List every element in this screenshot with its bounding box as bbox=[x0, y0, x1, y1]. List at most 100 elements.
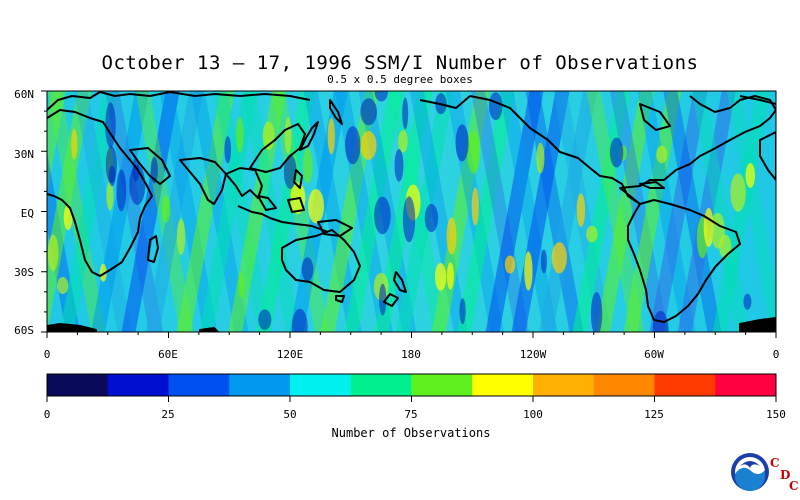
lon-label-0: 0 bbox=[43, 348, 51, 361]
observation-hotspot bbox=[434, 262, 447, 291]
observation-lowspot bbox=[459, 298, 466, 325]
colorbar-segment bbox=[411, 374, 473, 396]
observation-lowspot bbox=[301, 257, 314, 282]
colorbar-label: Number of Observations bbox=[331, 426, 491, 440]
cdc-letter-c1: C bbox=[770, 456, 780, 470]
observation-lowspot bbox=[590, 292, 603, 332]
observation-swath bbox=[145, 91, 204, 332]
observation-hotspot bbox=[586, 225, 598, 243]
observation-hotspot bbox=[446, 217, 457, 255]
lat-label-eq: EQ bbox=[20, 207, 34, 220]
lon-label-120e: 120E bbox=[276, 348, 304, 361]
observation-lowspot bbox=[108, 165, 116, 187]
observation-swath bbox=[637, 91, 696, 332]
observation-lowspot bbox=[345, 126, 361, 165]
axis-ticks bbox=[41, 90, 777, 338]
map-subtitle: 0.5 x 0.5 degree boxes bbox=[327, 73, 473, 86]
observation-swath bbox=[623, 91, 682, 332]
observation-lowspot bbox=[652, 310, 669, 332]
observation-swath bbox=[303, 91, 362, 332]
observation-swath bbox=[539, 91, 598, 332]
observation-hotspot bbox=[536, 142, 545, 174]
coastlines bbox=[47, 91, 776, 332]
observation-swath bbox=[121, 91, 180, 332]
colorbar-segment bbox=[47, 374, 109, 396]
observation-swath bbox=[256, 91, 315, 332]
colorbar-tick-50: 50 bbox=[283, 408, 297, 421]
observation-hotspot bbox=[576, 193, 586, 228]
observation-swath bbox=[457, 91, 516, 332]
observation-hotspot bbox=[236, 117, 244, 153]
observation-swath bbox=[471, 91, 530, 332]
colorbar-tick-0: 0 bbox=[43, 408, 51, 421]
observation-hotspot bbox=[656, 145, 668, 164]
colorbar-segment bbox=[290, 374, 352, 396]
observation-lowspot bbox=[424, 203, 439, 233]
observation-hotspot bbox=[284, 117, 292, 154]
colorbar bbox=[47, 374, 777, 396]
lon-label-120w: 120W bbox=[519, 348, 547, 361]
observation-swath bbox=[586, 91, 645, 332]
colorbar-tick-25: 25 bbox=[161, 408, 175, 421]
observation-swath bbox=[228, 91, 287, 332]
colorbar-segment bbox=[472, 374, 534, 396]
observation-hotspot bbox=[47, 234, 59, 272]
observation-swath bbox=[47, 91, 66, 195]
colorbar-segment bbox=[593, 374, 655, 396]
observation-hotspot bbox=[99, 263, 107, 282]
cdc-letter-c2: C bbox=[789, 479, 799, 493]
colorbar-tick-150: 150 bbox=[766, 408, 786, 421]
observation-swath bbox=[199, 91, 258, 332]
observation-swath bbox=[595, 91, 654, 332]
observation-hotspot bbox=[57, 276, 69, 294]
lat-label-60s: 60S bbox=[14, 324, 34, 337]
lon-label-180: 180 bbox=[401, 348, 421, 361]
observation-hotspot bbox=[161, 195, 171, 223]
colorbar-tick-100: 100 bbox=[523, 408, 543, 421]
noaa-logo bbox=[731, 453, 769, 491]
observation-lowspot bbox=[540, 249, 547, 274]
observation-swath bbox=[176, 91, 235, 332]
observation-lowspot bbox=[291, 308, 308, 332]
observation-hotspot bbox=[471, 187, 479, 226]
cdc-letter-d: D bbox=[780, 468, 791, 482]
observation-hotspot bbox=[504, 255, 516, 274]
observation-hotspot bbox=[302, 148, 313, 184]
observation-hotspot bbox=[398, 130, 408, 153]
observation-lowspot bbox=[402, 97, 409, 130]
observation-lowspot bbox=[224, 136, 232, 164]
observation-swath bbox=[242, 91, 301, 332]
observation-hotspot bbox=[524, 251, 533, 291]
lon-label-60w: 60W bbox=[644, 348, 664, 361]
observation-swath bbox=[105, 91, 164, 332]
observation-swath bbox=[159, 91, 218, 332]
colorbar-segment bbox=[107, 374, 169, 396]
observation-swath bbox=[712, 91, 771, 332]
map-title: October 13 – 17, 1996 SSM/I Number of Ob… bbox=[101, 52, 699, 74]
colorbar-tick-125: 125 bbox=[644, 408, 664, 421]
observation-lowspot bbox=[455, 124, 469, 162]
observation-lowspot bbox=[379, 283, 387, 316]
observation-hotspot bbox=[446, 262, 454, 290]
observation-hotspot bbox=[745, 162, 756, 188]
observation-swath bbox=[726, 91, 776, 332]
colorbar-segment bbox=[350, 374, 412, 396]
observation-swath bbox=[395, 91, 454, 332]
observation-lowspot bbox=[116, 169, 127, 212]
observation-lowspot bbox=[743, 293, 752, 310]
observation-lowspot bbox=[258, 309, 272, 330]
observation-lowspot bbox=[488, 92, 503, 121]
observation-hotspot bbox=[106, 181, 114, 211]
observation-lowspot bbox=[609, 137, 624, 168]
observation-hotspot bbox=[730, 173, 746, 212]
colorbar-segment bbox=[715, 374, 777, 396]
observation-hotspot bbox=[710, 212, 725, 249]
observation-swath bbox=[190, 91, 249, 332]
observation-swath bbox=[73, 91, 132, 332]
observation-swath bbox=[649, 91, 708, 332]
lat-label-30n: 30N bbox=[14, 148, 34, 161]
observation-hotspot bbox=[238, 271, 245, 299]
lat-label-60n: 60N bbox=[14, 88, 34, 101]
data-field bbox=[47, 91, 776, 332]
